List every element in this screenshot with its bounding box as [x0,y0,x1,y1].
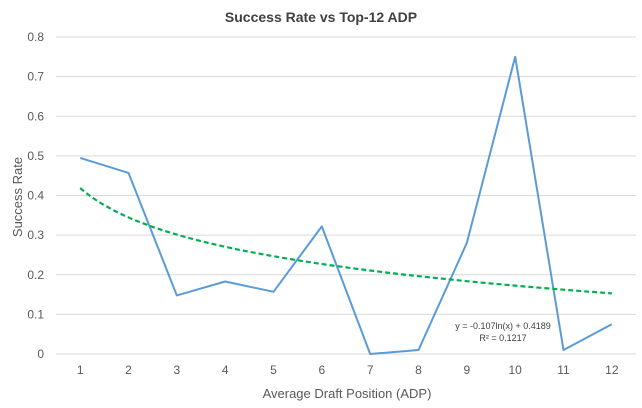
trendline-layer [79,187,612,295]
series-layer [79,55,613,355]
y-tick-label: 0.3 [27,228,44,242]
trendline [79,187,612,295]
y-axis-label: Success Rate [10,157,25,237]
series-line [79,55,613,355]
y-tick-label: 0.7 [27,70,44,84]
y-tick-label: 0.4 [27,189,44,203]
y-tick-label: 0.6 [27,109,44,123]
y-tick-label: 0.1 [27,307,44,321]
x-tick-label: 12 [605,363,619,377]
gridlines [56,36,636,355]
x-axis-label: Average Draft Position (ADP) [263,386,432,401]
x-axis-ticks: 1 2 3 4 5 6 7 8 9 10 11 12 [77,363,619,377]
trendline-r-squared: R² = 0.1217 [479,333,526,343]
chart-title: Success Rate vs Top-12 ADP [225,9,417,25]
x-tick-label: 6 [318,363,325,377]
trendline-equation: y = -0.107ln(x) + 0.4189 [455,321,551,331]
y-tick-label: 0 [37,347,44,361]
x-tick-label: 9 [463,363,470,377]
y-tick-label: 0.5 [27,149,44,163]
x-tick-label: 8 [415,363,422,377]
y-tick-label: 0.8 [27,30,44,44]
x-tick-label: 2 [125,363,132,377]
x-tick-label: 1 [77,363,84,377]
x-tick-label: 4 [222,363,229,377]
x-tick-label: 7 [367,363,374,377]
x-tick-label: 3 [173,363,180,377]
y-tick-label: 0.2 [27,268,44,282]
x-tick-label: 11 [557,363,570,377]
x-tick-label: 10 [508,363,522,377]
y-axis-ticks: 0 0.1 0.2 0.3 0.4 0.5 0.6 0.7 0.8 [27,30,44,361]
x-tick-label: 5 [270,363,277,377]
